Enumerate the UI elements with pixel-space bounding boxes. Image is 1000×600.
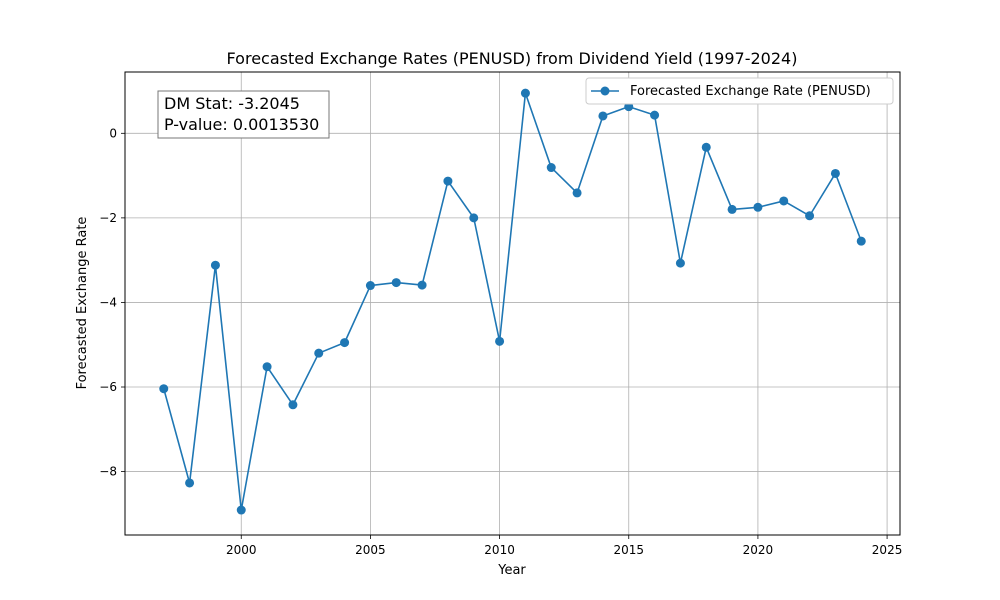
data-point [159, 384, 169, 394]
data-point [417, 280, 427, 290]
annotation-p-value: P-value: 0.0013530 [164, 115, 319, 134]
data-point [701, 142, 711, 152]
y-tick-label: −8 [99, 465, 117, 479]
legend-label: Forecasted Exchange Rate (PENUSD) [630, 84, 871, 99]
legend-box [585, 77, 894, 105]
data-point [779, 196, 789, 206]
data-point [185, 478, 195, 488]
data-point [830, 168, 840, 178]
data-point [546, 163, 556, 173]
y-tick-label: −4 [99, 295, 117, 309]
dm-stat-annotation: DM Stat: -3.2045 P-value: 0.0013530 [157, 90, 330, 139]
x-tick-label: 2025 [872, 543, 903, 557]
x-tick-label: 2015 [613, 543, 644, 557]
series-path [162, 92, 862, 511]
data-point [340, 338, 350, 348]
plot-frame [124, 71, 901, 536]
data-point [650, 110, 660, 120]
x-axis-label: Year [497, 563, 526, 578]
y-tick-label: 0 [109, 126, 117, 140]
y-axis-label: Forecasted Exchange Rate [75, 217, 90, 390]
chart-title: Forecasted Exchange Rates (PENUSD) from … [227, 49, 798, 68]
y-tick-label: −2 [99, 211, 117, 225]
y-tick-label: −6 [99, 380, 117, 394]
data-point [495, 336, 505, 346]
data-point [391, 278, 401, 288]
data-point [753, 202, 763, 212]
legend: Forecasted Exchange Rate (PENUSD) [585, 77, 894, 105]
x-tick-label: 2010 [484, 543, 515, 557]
data-point [210, 260, 220, 270]
data-point [365, 281, 375, 291]
data-point [288, 400, 298, 410]
x-tick-label: 2020 [743, 543, 774, 557]
data-point [598, 111, 608, 121]
data-point [805, 211, 815, 221]
data-point [856, 236, 866, 246]
annotation-box [157, 90, 330, 139]
data-point [675, 258, 685, 268]
legend-marker-swatch [600, 86, 610, 96]
x-tick-label: 2000 [226, 543, 257, 557]
data-point [469, 213, 479, 223]
grid-lines [125, 72, 900, 535]
data-point [727, 204, 737, 214]
data-point [314, 348, 324, 358]
data-point [262, 362, 272, 372]
series-line [159, 88, 866, 515]
data-point [443, 176, 453, 186]
data-point [572, 188, 582, 198]
data-point [520, 88, 530, 98]
x-tick-label: 2005 [355, 543, 386, 557]
data-point [236, 505, 246, 515]
axis-ticks: 2000 2005 2010 2015 2020 2025 −8 −6 −4 −2 0 [99, 126, 902, 557]
annotation-dm-stat: DM Stat: -3.2045 [164, 94, 300, 113]
